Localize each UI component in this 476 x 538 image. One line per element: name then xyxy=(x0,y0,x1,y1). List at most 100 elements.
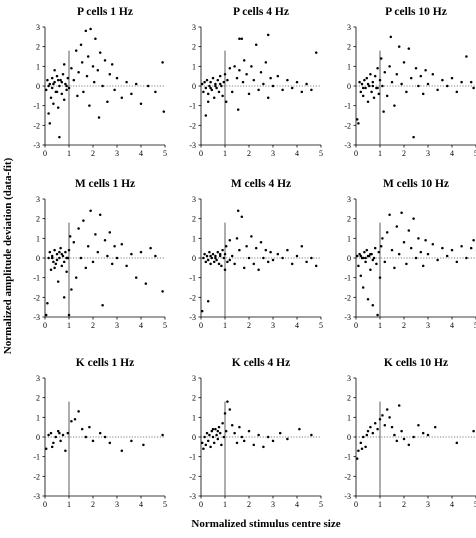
y-tick-label: 2 xyxy=(36,394,40,403)
data-point xyxy=(110,63,114,66)
data-point xyxy=(209,254,212,258)
data-point xyxy=(88,425,91,429)
data-point xyxy=(220,84,223,88)
y-tick-label: -1 xyxy=(189,274,196,283)
y-tick-label: -1 xyxy=(33,102,40,111)
x-tick-label: 5 xyxy=(163,500,167,509)
data-point xyxy=(269,76,272,80)
data-point xyxy=(54,262,58,266)
data-point xyxy=(218,74,222,78)
data-point xyxy=(405,262,408,266)
data-point xyxy=(223,268,227,272)
data-point xyxy=(115,76,119,80)
data-point xyxy=(214,256,217,260)
data-point xyxy=(431,242,435,246)
data-point xyxy=(120,242,124,246)
data-point xyxy=(222,80,226,84)
data-point xyxy=(59,78,62,82)
data-point xyxy=(67,313,71,317)
data-point xyxy=(228,239,232,242)
data-point xyxy=(139,250,143,254)
y-tick-label: -1 xyxy=(33,274,40,283)
data-point xyxy=(259,241,263,244)
data-point xyxy=(412,435,415,439)
y-tick-label: -2 xyxy=(344,121,351,130)
data-point xyxy=(365,76,369,80)
data-point xyxy=(216,78,220,82)
data-point xyxy=(94,37,97,41)
data-point xyxy=(125,80,128,84)
data-point xyxy=(89,209,92,213)
data-point xyxy=(278,431,282,435)
data-point xyxy=(47,256,50,260)
data-point xyxy=(74,276,78,279)
data-point xyxy=(378,276,382,279)
data-point xyxy=(161,61,164,64)
y-tick-label: 2 xyxy=(192,215,196,224)
data-point xyxy=(385,408,389,411)
data-point xyxy=(397,45,401,48)
data-point xyxy=(130,439,133,443)
data-point xyxy=(52,441,55,445)
scatter-panel: M cells 4 Hz -3 -2 -1 0 1 2 3 0 1 2 3 4 5 xyxy=(189,178,323,330)
x-tick-label: 1 xyxy=(223,500,227,509)
data-point xyxy=(73,418,77,421)
data-point xyxy=(395,72,399,76)
data-point xyxy=(407,443,411,447)
data-point xyxy=(257,268,260,272)
data-point xyxy=(385,94,389,98)
y-tick-label: 1 xyxy=(347,413,351,422)
x-tick-label: 5 xyxy=(474,500,476,509)
data-point xyxy=(217,90,221,94)
data-point xyxy=(242,439,246,443)
data-point xyxy=(80,427,84,431)
data-point xyxy=(149,246,152,250)
data-point xyxy=(70,288,73,291)
x-tick-label: 0 xyxy=(354,149,358,158)
y-tick-label: 0 xyxy=(347,254,351,263)
data-point xyxy=(424,69,427,72)
data-point xyxy=(378,418,382,421)
data-point xyxy=(228,408,232,411)
y-tick-label: 0 xyxy=(36,254,40,263)
data-point xyxy=(162,110,166,113)
data-point xyxy=(224,244,228,248)
data-point xyxy=(65,256,68,260)
data-point xyxy=(203,435,206,439)
data-point xyxy=(56,429,60,433)
data-point xyxy=(393,433,396,437)
y-tick-label: -2 xyxy=(33,472,40,481)
data-point xyxy=(305,82,308,86)
y-tick-label: -1 xyxy=(344,274,351,283)
data-point xyxy=(200,82,204,86)
data-point xyxy=(204,260,208,264)
data-point xyxy=(417,237,420,240)
data-point xyxy=(56,78,60,82)
data-point xyxy=(216,250,220,254)
x-tick-label: 3 xyxy=(426,321,430,330)
data-point xyxy=(390,248,394,252)
data-point xyxy=(367,84,371,88)
data-point xyxy=(50,256,54,260)
data-point xyxy=(214,254,217,258)
scatter-panel: P cells 4 Hz -3 -2 -1 0 1 2 3 0 1 2 3 4 5 xyxy=(189,6,323,158)
data-point xyxy=(44,88,48,92)
data-point xyxy=(242,59,246,62)
data-point xyxy=(58,84,61,88)
data-point xyxy=(262,256,265,260)
data-point xyxy=(357,264,360,268)
data-point xyxy=(49,431,53,435)
y-tick-label: -3 xyxy=(344,141,351,150)
data-point xyxy=(230,423,234,427)
x-tick-label: 3 xyxy=(115,149,119,158)
data-point xyxy=(84,266,88,270)
data-point xyxy=(412,217,415,220)
data-point xyxy=(407,229,411,232)
data-point xyxy=(86,244,90,248)
data-point xyxy=(80,61,84,64)
data-point xyxy=(465,256,468,260)
data-point xyxy=(98,213,102,216)
data-point xyxy=(266,260,270,264)
data-point xyxy=(49,268,53,272)
data-point xyxy=(72,78,76,82)
